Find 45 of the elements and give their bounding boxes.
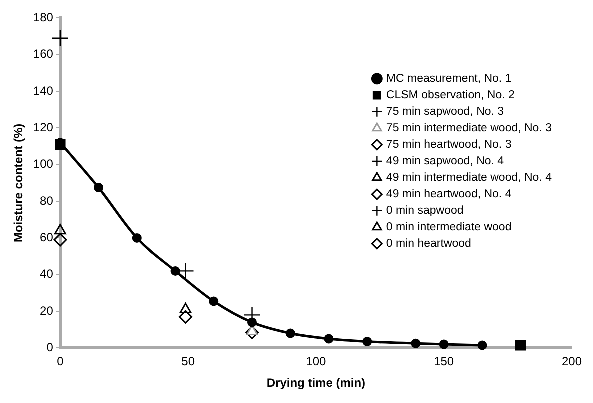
y-tick-label: 40	[40, 267, 54, 282]
x-tick-label: 200	[562, 354, 582, 369]
x-tick-label: 100	[306, 354, 327, 369]
y-tick-label: 0	[46, 340, 54, 355]
point	[411, 338, 421, 348]
point	[324, 334, 334, 344]
x-axis-title: Drying time (min)	[266, 376, 366, 390]
point	[94, 183, 104, 193]
y-tick-label: 160	[33, 47, 54, 62]
x-tick-label: 50	[182, 354, 196, 369]
y-tick-label: 80	[40, 194, 54, 208]
point	[170, 266, 180, 276]
point	[54, 233, 68, 247]
legend-label: 75 min sapwood, No. 3	[386, 106, 504, 118]
point	[362, 337, 372, 347]
point	[246, 326, 260, 340]
legend-label: 0 min heartwood	[386, 238, 472, 250]
legend-label: 49 min intermediate wood, No. 4	[386, 172, 553, 184]
point	[478, 340, 488, 350]
legend-label: 75 min intermediate wood, No. 3	[386, 122, 552, 135]
point	[179, 310, 193, 324]
point	[248, 318, 258, 328]
y-tick-label: 120	[33, 120, 54, 135]
legend-label: 0 min intermediate wood	[386, 222, 512, 234]
point	[515, 340, 526, 351]
point	[209, 296, 219, 306]
point	[286, 328, 296, 338]
x-tick-label: 150	[434, 354, 454, 369]
legend-label: 49 min sapwood, No. 4	[386, 156, 505, 168]
y-tick-label: 180	[33, 10, 54, 25]
y-tick-label: 60	[40, 230, 54, 245]
point	[132, 233, 142, 243]
y-tick-label: 140	[33, 84, 54, 98]
legend-label: 49 min heartwood, No. 4	[386, 188, 512, 201]
legend-label: CLSM observation, No. 2	[386, 90, 515, 102]
y-tick-label: 20	[40, 304, 54, 318]
legend-label: 75 min heartwood, No. 3	[386, 139, 512, 152]
point	[439, 340, 449, 350]
legend-label: MC measurement, No. 1	[386, 73, 512, 86]
point	[54, 224, 66, 235]
x-tick-label: 0	[57, 354, 64, 369]
y-tick-label: 100	[33, 157, 54, 172]
y-axis-title: Moisture content (%)	[12, 124, 26, 243]
point	[52, 30, 70, 47]
legend-label: 0 min sapwood	[386, 205, 464, 218]
